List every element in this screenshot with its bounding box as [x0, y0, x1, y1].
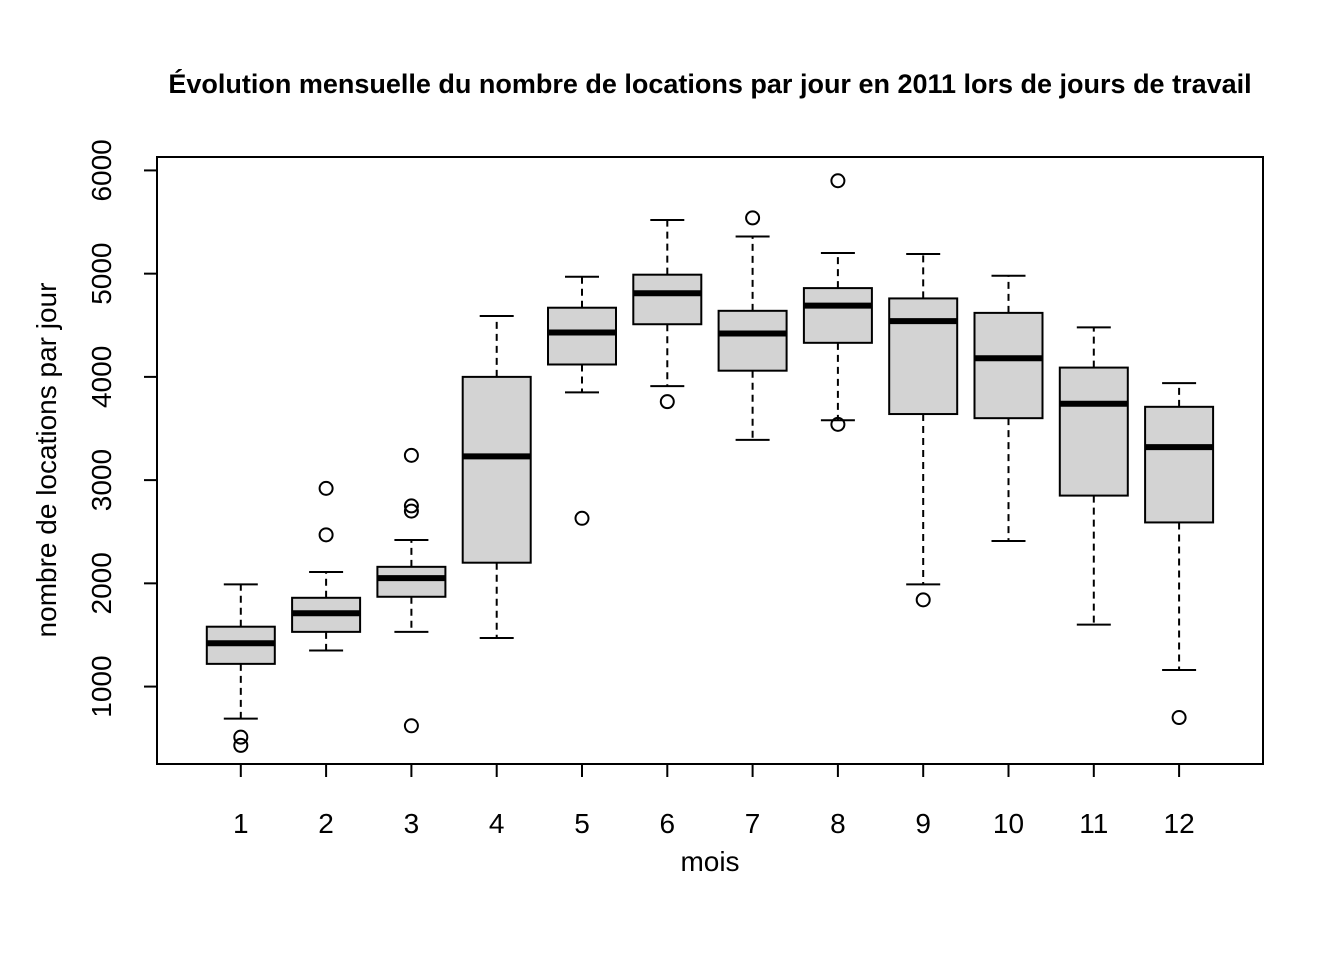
box-month-11	[1058, 326, 1129, 626]
iqr-box	[376, 565, 447, 598]
x-tick-label: 6	[660, 808, 676, 839]
x-tick-label: 7	[745, 808, 761, 839]
chart-title: Évolution mensuelle du nombre de locatio…	[168, 68, 1251, 99]
box-month-8	[802, 173, 873, 432]
y-tick-label: 2000	[86, 552, 117, 614]
x-tick-label: 8	[830, 808, 846, 839]
iqr-box	[888, 297, 959, 416]
x-tick-label: 10	[993, 808, 1024, 839]
iqr-box	[1058, 366, 1129, 497]
outlier-point	[659, 394, 675, 410]
outlier-point	[745, 210, 761, 226]
outlier-point	[233, 729, 249, 745]
box-month-1	[205, 583, 276, 753]
iqr-box	[632, 273, 703, 326]
box-month-5	[547, 275, 617, 526]
outlier-point	[403, 447, 419, 463]
box-month-6	[632, 218, 703, 410]
x-tick-label: 3	[404, 808, 420, 839]
iqr-box	[717, 309, 788, 372]
outlier-point	[830, 416, 846, 432]
x-tick-label: 5	[574, 808, 590, 839]
box-month-2	[291, 480, 362, 652]
iqr-box	[1144, 405, 1215, 524]
x-axis-label: mois	[680, 846, 739, 877]
x-axis: 1 2 3 4 5 6 7 8 9 10 11 12	[233, 763, 1195, 839]
outlier-point	[403, 718, 419, 734]
y-axis-label: nombre de locations par jour	[31, 283, 62, 638]
outlier-point	[915, 592, 931, 608]
y-tick-label: 6000	[86, 139, 117, 201]
x-tick-label: 12	[1164, 808, 1195, 839]
x-tick-label: 11	[1079, 808, 1108, 839]
box-month-3	[376, 447, 447, 734]
y-tick-label: 4000	[86, 346, 117, 408]
outlier-point	[574, 510, 590, 526]
x-tick-label: 1	[233, 808, 249, 839]
box-month-10	[973, 274, 1044, 543]
y-tick-label: 5000	[86, 243, 117, 305]
box-month-4	[461, 314, 532, 640]
iqr-box	[461, 375, 532, 564]
x-tick-label: 9	[915, 808, 931, 839]
y-tick-label: 3000	[86, 449, 117, 511]
outlier-point	[830, 173, 846, 189]
outlier-point	[233, 737, 249, 753]
box-month-12	[1144, 382, 1215, 726]
iqr-box	[802, 287, 873, 344]
box-month-9	[888, 253, 959, 608]
outlier-point	[318, 527, 334, 543]
box-month-7	[717, 210, 788, 441]
outlier-point	[403, 503, 419, 519]
outlier-point	[318, 480, 334, 496]
iqr-box	[547, 306, 617, 366]
x-tick-label: 2	[318, 808, 334, 839]
boxes-layer	[205, 173, 1215, 753]
y-tick-label: 1000	[86, 655, 117, 717]
iqr-box	[973, 311, 1044, 420]
outlier-point	[403, 498, 419, 514]
y-axis: 1000 2000 3000 4000 5000 6000	[86, 139, 158, 718]
outlier-point	[1171, 710, 1187, 726]
x-tick-label: 4	[489, 808, 505, 839]
